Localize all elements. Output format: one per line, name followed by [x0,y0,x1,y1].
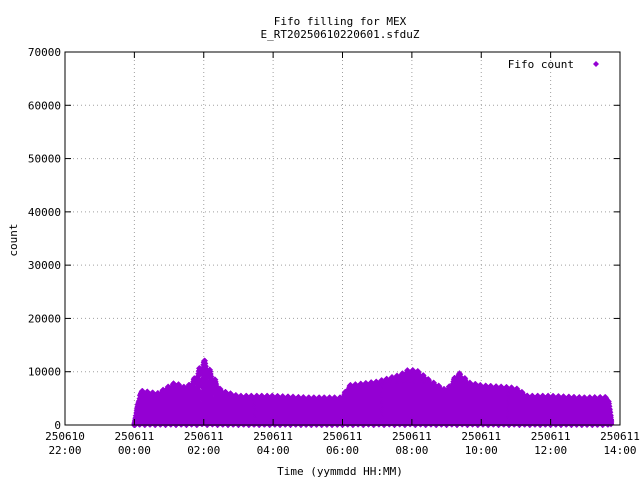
x-tick-label-date: 250611 [461,430,501,443]
x-tick-label-date: 250610 [45,430,85,443]
x-tick-label-time: 02:00 [187,444,220,457]
x-tick-label-date: 250611 [600,430,640,443]
grid-layer [65,52,620,425]
x-axis-label: Time (yymmdd HH:MM) [277,465,403,478]
y-tick-label: 30000 [28,259,61,272]
chart-title: Fifo filling for MEX [274,15,407,28]
x-tick-label-date: 250611 [392,430,432,443]
y-tick-label: 60000 [28,99,61,112]
y-tick-label: 40000 [28,206,61,219]
y-tick-label: 50000 [28,153,61,166]
legend: Fifo count [508,58,599,71]
x-tick-label-date: 250611 [531,430,571,443]
axis-layer: 0 10000 20000 30000 40000 50000 60000 70000 2506… [28,46,640,457]
y-tick-label: 20000 [28,312,61,325]
y-tick-label: 70000 [28,46,61,59]
x-tick-label-time: 10:00 [465,444,498,457]
y-tick-label: 10000 [28,366,61,379]
series-fifo-count-points [131,357,615,429]
x-tick-label-date: 250611 [323,430,363,443]
x-tick-label-time: 06:00 [326,444,359,457]
x-tick-label-time: 00:00 [118,444,151,457]
chart-subtitle: E_RT20250610220601.sfduZ [261,28,420,41]
y-tick-label: 0 [54,419,61,432]
x-tick-label-date: 250611 [184,430,224,443]
x-tick-label-date: 250611 [253,430,293,443]
x-tick-label-time: 12:00 [534,444,567,457]
x-tick-label-date: 250611 [115,430,155,443]
x-tick-label-time: 08:00 [395,444,428,457]
legend-label: Fifo count [508,58,574,71]
x-tick-label-time: 14:00 [603,444,636,457]
x-tick-label-time: 04:00 [257,444,290,457]
y-axis-label: count [7,223,20,256]
x-tick-label-time: 22:00 [48,444,81,457]
legend-marker [593,61,599,67]
